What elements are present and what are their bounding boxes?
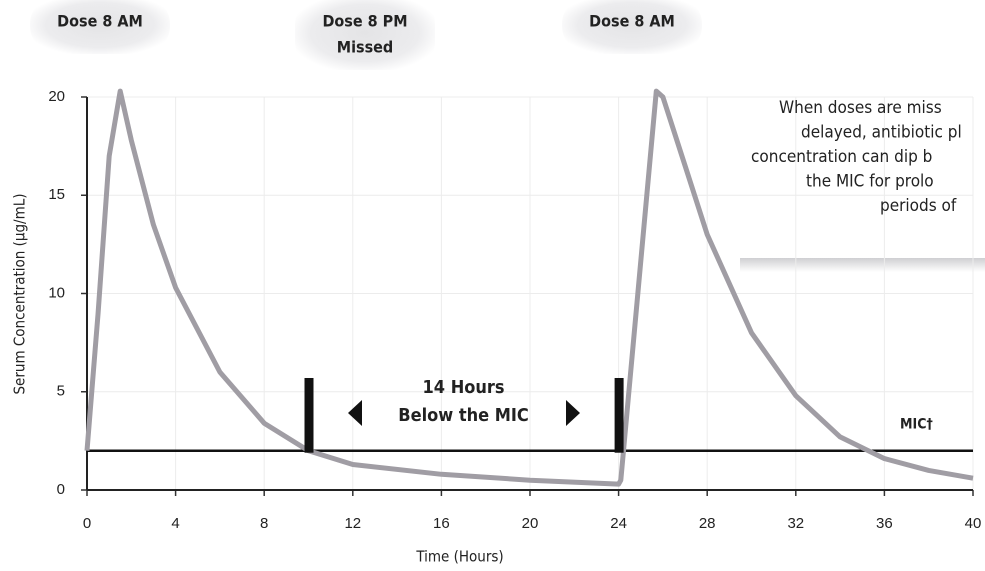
x-tick-label: 40	[965, 515, 982, 532]
x-tick-label: 0	[83, 515, 91, 532]
missed-window-marker	[304, 377, 314, 453]
y-tick-label: 20	[48, 88, 65, 105]
gap-label: Below the MIC	[398, 405, 529, 426]
note-text: When doses are miss	[779, 98, 942, 118]
dose-label: Dose 8 AM	[589, 12, 675, 31]
y-tick-label: 15	[48, 186, 65, 203]
x-tick-label: 16	[433, 515, 450, 532]
x-tick-label: 12	[344, 515, 361, 532]
arrow-right	[566, 400, 580, 426]
note-text: delayed, antibiotic pl	[801, 123, 962, 143]
x-tick-label: 8	[260, 515, 268, 532]
y-tick-label: 5	[57, 383, 65, 400]
x-tick-label: 24	[610, 515, 627, 532]
note-text: periods of	[880, 196, 957, 216]
y-tick-label: 10	[48, 284, 65, 301]
note-text: the MIC for prolo	[806, 172, 934, 192]
note-text: concentration can dip b	[751, 147, 932, 167]
x-tick-label: 32	[787, 515, 804, 532]
arrow-left	[348, 400, 362, 426]
concentration-line	[84, 88, 974, 487]
y-axis-label: Serum Concentration (µg/mL)	[11, 193, 29, 394]
x-tick-label: 28	[699, 515, 716, 532]
x-tick-label: 4	[171, 515, 179, 532]
x-axis-label: Time (Hours)	[415, 548, 503, 566]
note-shadow	[740, 258, 985, 272]
dose-bubble	[295, 0, 435, 70]
mic-label: MIC†	[900, 417, 933, 433]
dose-label: Dose 8 PM	[322, 12, 407, 31]
x-tick-label: 20	[522, 515, 539, 532]
dose-label: Missed	[337, 38, 393, 57]
gap-label: 14 Hours	[423, 377, 505, 398]
missed-window-marker	[614, 377, 624, 453]
dose-bubble	[30, 0, 170, 54]
x-tick-label: 36	[876, 515, 893, 532]
y-tick-label: 0	[57, 481, 65, 498]
dose-bubble	[562, 0, 702, 54]
dose-label: Dose 8 AM	[57, 12, 143, 31]
